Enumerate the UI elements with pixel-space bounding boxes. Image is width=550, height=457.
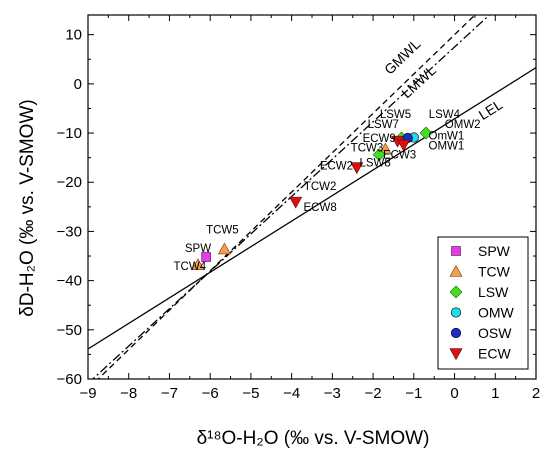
legend-marker-omw xyxy=(450,307,462,318)
point-label: OMW1 xyxy=(429,140,465,152)
x-tick-label: −2 xyxy=(365,385,382,402)
y-tick-label: −30 xyxy=(57,223,82,240)
line-lel xyxy=(88,67,536,350)
point-label: LSW8 xyxy=(359,158,390,170)
legend-label-lsw: LSW xyxy=(478,284,509,300)
point-label: ECW8 xyxy=(304,202,337,214)
point-lsw xyxy=(372,148,386,162)
point-label: LSW4 xyxy=(429,109,461,121)
point-label: ECW3 xyxy=(383,150,416,162)
point-label: TCW4 xyxy=(174,261,207,273)
point-lsw xyxy=(419,126,433,140)
y-tick-label: −10 xyxy=(57,125,82,142)
point-label: LSW5 xyxy=(380,109,411,121)
legend-label-spw: SPW xyxy=(478,243,511,259)
x-tick-label: −6 xyxy=(202,385,219,402)
point-label: OMW2 xyxy=(445,119,481,131)
x-tick-label: −1 xyxy=(405,385,422,402)
x-axis-title: δ¹⁸O-H₂O (‰ vs. V-SMOW) xyxy=(197,428,430,449)
point-label: SPW xyxy=(185,243,211,255)
point-tcw xyxy=(217,242,231,255)
data-points xyxy=(191,126,433,270)
legend-label-ecw: ECW xyxy=(478,346,511,362)
legend-marker-osw xyxy=(450,327,462,339)
legend-marker-lsw xyxy=(449,285,463,299)
axes: −9 −8 −7 −6 −5 −4 −3 −2 −1 0 1 2100−10−20−30−40−50−… xyxy=(57,14,540,402)
legend-box xyxy=(437,236,529,370)
point-label: TCW2 xyxy=(304,181,337,193)
y-tick-label: −40 xyxy=(57,273,82,290)
line-lmwl xyxy=(91,15,491,379)
x-tick-label: −7 xyxy=(161,385,178,402)
legend-marker-tcw xyxy=(449,264,463,277)
point-spw xyxy=(201,252,211,262)
point-tcw xyxy=(191,258,205,270)
y-tick-label: −50 xyxy=(57,322,82,339)
legend-marker-ecw xyxy=(449,348,463,361)
x-tick-label: 1 xyxy=(491,385,499,402)
point-label: TCW3 xyxy=(351,143,384,155)
point-ecw xyxy=(350,162,364,175)
legend-label-osw: OSW xyxy=(478,325,512,341)
x-tick-label: −9 xyxy=(79,385,96,402)
reference-lines xyxy=(88,15,536,379)
x-tick-label: −8 xyxy=(120,385,137,402)
x-tick-label: −5 xyxy=(242,385,259,402)
legend-label-omw: OMW xyxy=(478,305,515,321)
legend-label-tcw: TCW xyxy=(478,264,511,280)
y-tick-label: 10 xyxy=(65,27,82,44)
point-ecw xyxy=(397,139,411,152)
y-tick-label: −20 xyxy=(57,174,82,191)
x-tick-label: −4 xyxy=(283,385,300,402)
y-tick-label: −60 xyxy=(57,371,82,388)
x-tick-label: 0 xyxy=(450,385,458,402)
y-tick-label: 0 xyxy=(74,76,82,93)
y-axis-title: δD-H₂O (‰ vs. V-SMOW) xyxy=(17,99,38,316)
point-label: LSW7 xyxy=(368,119,399,131)
point-label: OmW1 xyxy=(429,130,465,142)
legend-marker-spw xyxy=(451,246,461,256)
point-label: ECW9 xyxy=(363,133,396,145)
point-label: TCW5 xyxy=(206,224,239,236)
x-tick-label: 2 xyxy=(532,385,540,402)
x-tick-label: −3 xyxy=(324,385,341,402)
legend: SPW TCW LSW OMW OSW ECW xyxy=(437,236,529,370)
point-ecw xyxy=(289,196,303,209)
line-gmwl xyxy=(97,15,476,379)
point-label: ECW2 xyxy=(320,160,353,172)
line-label-lmwl: LMWL xyxy=(398,62,439,101)
